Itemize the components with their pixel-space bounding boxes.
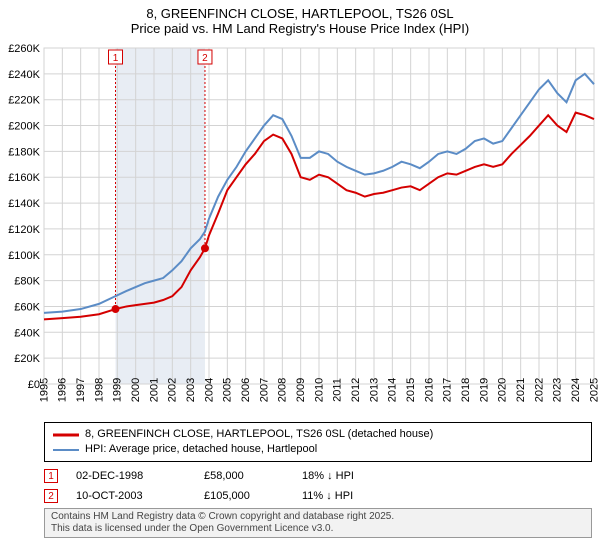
legend-item: HPI: Average price, detached house, Hart… (53, 442, 583, 457)
event-marker-icon: 1 (44, 469, 58, 483)
svg-text:2009: 2009 (295, 378, 307, 402)
chart-title-block: 8, GREENFINCH CLOSE, HARTLEPOOL, TS26 0S… (0, 0, 600, 38)
svg-text:£80K: £80K (14, 276, 40, 288)
chart-container: £0£20K£40K£60K£80K£100K£120K£140K£160K£1… (0, 38, 600, 418)
svg-text:2002: 2002 (167, 378, 179, 402)
svg-text:£240K: £240K (8, 69, 40, 81)
svg-text:2018: 2018 (460, 378, 472, 402)
svg-text:2012: 2012 (350, 378, 362, 402)
svg-text:2015: 2015 (405, 378, 417, 402)
svg-text:2004: 2004 (203, 378, 215, 402)
svg-text:2003: 2003 (185, 378, 197, 402)
attribution-line1: Contains HM Land Registry data © Crown c… (51, 511, 585, 523)
legend-label: 8, GREENFINCH CLOSE, HARTLEPOOL, TS26 0S… (85, 427, 433, 442)
svg-text:£60K: £60K (14, 301, 40, 313)
svg-text:£100K: £100K (8, 250, 40, 262)
event-delta: 18% ↓ HPI (302, 470, 354, 482)
svg-text:1: 1 (113, 53, 119, 64)
legend-swatch (53, 445, 79, 455)
svg-text:2020: 2020 (497, 378, 509, 402)
svg-text:2010: 2010 (313, 378, 325, 402)
svg-text:2017: 2017 (442, 378, 454, 402)
svg-text:£220K: £220K (8, 95, 40, 107)
svg-text:1998: 1998 (93, 378, 105, 402)
event-date: 10-OCT-2003 (76, 490, 186, 502)
svg-text:2000: 2000 (130, 378, 142, 402)
legend-label: HPI: Average price, detached house, Hart… (85, 442, 317, 457)
event-date: 02-DEC-1998 (76, 470, 186, 482)
price-chart: £0£20K£40K£60K£80K£100K£120K£140K£160K£1… (0, 38, 600, 418)
svg-text:2005: 2005 (222, 378, 234, 402)
svg-text:2008: 2008 (277, 378, 289, 402)
event-row: 1 02-DEC-1998 £58,000 18% ↓ HPI (44, 466, 592, 486)
svg-text:2007: 2007 (258, 378, 270, 402)
event-price: £58,000 (204, 470, 284, 482)
legend: 8, GREENFINCH CLOSE, HARTLEPOOL, TS26 0S… (44, 422, 592, 462)
svg-text:2011: 2011 (332, 378, 344, 402)
legend-swatch (53, 430, 79, 440)
svg-text:2022: 2022 (533, 378, 545, 402)
svg-text:£140K: £140K (8, 198, 40, 210)
svg-text:2: 2 (202, 53, 208, 64)
svg-text:£40K: £40K (14, 327, 40, 339)
svg-text:2006: 2006 (240, 378, 252, 402)
data-attribution: Contains HM Land Registry data © Crown c… (44, 508, 592, 538)
svg-text:2014: 2014 (387, 378, 399, 402)
svg-text:1997: 1997 (75, 378, 87, 402)
event-price: £105,000 (204, 490, 284, 502)
svg-text:2016: 2016 (423, 378, 435, 402)
event-row: 2 10-OCT-2003 £105,000 11% ↓ HPI (44, 486, 592, 506)
svg-text:£200K: £200K (8, 121, 40, 133)
event-marker-icon: 2 (44, 489, 58, 503)
legend-item: 8, GREENFINCH CLOSE, HARTLEPOOL, TS26 0S… (53, 427, 583, 442)
chart-title-subtitle: Price paid vs. HM Land Registry's House … (0, 21, 600, 36)
svg-text:£260K: £260K (8, 43, 40, 55)
svg-text:2024: 2024 (570, 378, 582, 402)
svg-text:2001: 2001 (148, 378, 160, 402)
svg-text:£20K: £20K (14, 353, 40, 365)
svg-text:£160K: £160K (8, 172, 40, 184)
svg-text:2021: 2021 (515, 378, 527, 402)
svg-text:£120K: £120K (8, 224, 40, 236)
svg-text:2019: 2019 (478, 378, 490, 402)
chart-title-address: 8, GREENFINCH CLOSE, HARTLEPOOL, TS26 0S… (0, 6, 600, 21)
event-table: 1 02-DEC-1998 £58,000 18% ↓ HPI 2 10-OCT-2003… (44, 466, 592, 506)
attribution-line2: This data is licensed under the Open Gov… (51, 523, 585, 535)
svg-text:2013: 2013 (368, 378, 380, 402)
event-delta: 11% ↓ HPI (302, 490, 353, 502)
svg-text:2023: 2023 (552, 378, 564, 402)
svg-text:1999: 1999 (112, 378, 124, 402)
svg-text:£180K: £180K (8, 146, 40, 158)
svg-text:1996: 1996 (57, 378, 69, 402)
